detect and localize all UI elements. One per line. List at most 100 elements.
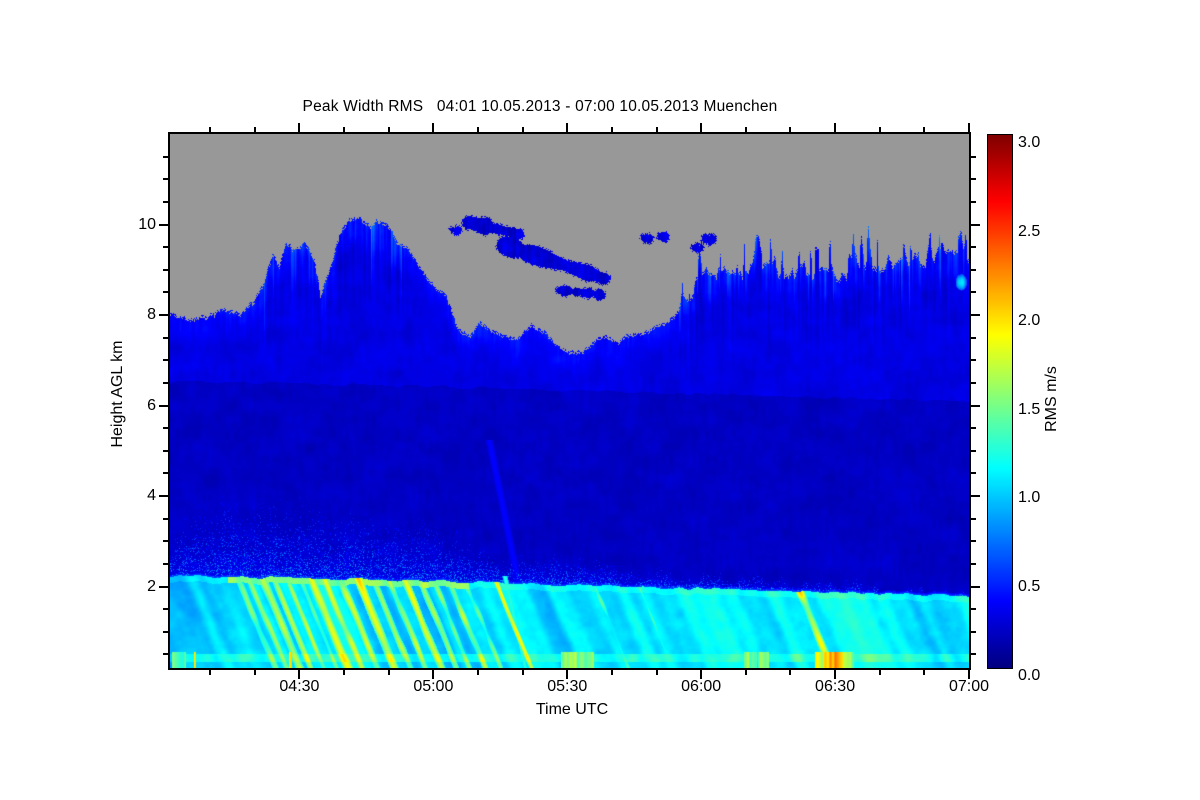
y-tick — [163, 268, 168, 271]
y-tick-right — [971, 381, 976, 384]
x-tick-top — [566, 123, 569, 132]
x-tick-top — [834, 123, 837, 132]
colorbar-tick-label: 2.5 — [1018, 222, 1041, 240]
colorbar-tick-label: 1.5 — [1018, 400, 1041, 418]
y-tick-right — [971, 608, 976, 611]
colorbar-tick-label: 1.0 — [1018, 489, 1041, 507]
y-tick-label: 10 — [138, 215, 156, 233]
y-tick-right — [971, 495, 980, 498]
x-tick — [476, 670, 479, 675]
y-tick-right — [971, 427, 976, 430]
y-tick-right — [971, 630, 976, 633]
colorbar-canvas — [988, 135, 1012, 668]
colorbar-tick-label: 0.0 — [1018, 667, 1041, 684]
y-tick — [163, 562, 168, 565]
y-tick-label: 8 — [147, 306, 156, 324]
y-tick-right — [971, 562, 976, 565]
y-axis-title: Height AGL km — [109, 340, 126, 448]
y-tick-right — [971, 155, 976, 158]
y-tick-right — [971, 314, 980, 317]
x-tick-top — [298, 123, 301, 132]
y-tick — [163, 517, 168, 520]
y-tick — [159, 223, 168, 226]
colorbar-tick-label: 2.0 — [1018, 311, 1041, 329]
x-tick-top — [878, 127, 881, 132]
x-tick-top — [923, 127, 926, 132]
x-tick-top — [387, 127, 390, 132]
y-tick — [159, 585, 168, 588]
x-tick-top — [343, 127, 346, 132]
y-tick-right — [971, 291, 976, 294]
y-tick — [159, 404, 168, 407]
y-tick-right — [971, 336, 976, 339]
x-axis-title: Time UTC — [535, 701, 609, 718]
x-tick — [700, 670, 703, 679]
y-tick — [163, 200, 168, 203]
x-tick-label: 05:00 — [413, 678, 454, 695]
y-tick — [159, 495, 168, 498]
y-tick-right — [971, 359, 976, 362]
colorbar-tick-label: 0.5 — [1018, 578, 1041, 596]
x-tick-top — [968, 123, 970, 132]
y-tick-right — [971, 223, 980, 226]
y-tick-right — [971, 472, 976, 475]
y-tick-right — [971, 246, 976, 249]
x-tick — [968, 670, 970, 679]
y-tick-right — [971, 585, 980, 588]
x-tick-top — [432, 123, 435, 132]
x-tick — [566, 670, 569, 679]
y-tick — [163, 540, 168, 543]
x-tick-top — [610, 127, 613, 132]
x-tick-label: 07:00 — [948, 678, 990, 695]
y-tick-right — [971, 268, 976, 271]
x-tick-label: 06:00 — [681, 678, 722, 695]
y-tick-right — [971, 653, 976, 656]
x-tick — [744, 670, 747, 675]
x-tick-top — [655, 127, 658, 132]
y-tick — [163, 178, 168, 181]
y-tick — [163, 246, 168, 249]
colorbar-title: RMS m/s — [1043, 366, 1060, 432]
x-tick — [387, 670, 390, 675]
x-tick-top — [476, 127, 479, 132]
x-tick-top — [700, 123, 703, 132]
x-tick-top — [521, 127, 524, 132]
y-tick — [159, 314, 168, 317]
x-tick — [834, 670, 837, 679]
y-tick-label: 4 — [147, 487, 156, 505]
y-tick-right — [971, 449, 976, 452]
y-tick — [163, 381, 168, 384]
y-tick — [163, 359, 168, 362]
x-tick-label: 06:30 — [815, 678, 856, 695]
y-tick-right — [971, 404, 980, 407]
y-tick-right — [971, 540, 976, 543]
x-tick — [253, 670, 256, 675]
y-tick — [163, 608, 168, 611]
chart-title: Peak Width RMS 04:01 10.05.2013 - 07:00 … — [302, 98, 778, 115]
x-tick — [878, 670, 881, 675]
y-tick — [163, 653, 168, 656]
x-tick-top — [744, 127, 747, 132]
x-tick-top — [253, 127, 256, 132]
x-tick-top — [209, 127, 212, 132]
y-tick-right — [971, 200, 976, 203]
x-tick — [343, 670, 346, 675]
x-tick — [521, 670, 524, 675]
x-tick — [298, 670, 301, 679]
y-tick — [163, 427, 168, 430]
y-tick-label: 6 — [147, 396, 156, 414]
y-tick — [163, 336, 168, 339]
y-tick — [163, 630, 168, 633]
x-tick — [432, 670, 435, 679]
colorbar-tick-label: 3.0 — [1018, 134, 1041, 151]
y-tick — [163, 449, 168, 452]
x-tick-top — [789, 127, 792, 132]
heatmap-canvas — [170, 134, 969, 668]
x-tick — [610, 670, 613, 675]
x-tick — [209, 670, 212, 675]
y-tick-right — [971, 178, 976, 181]
y-tick-label: 2 — [147, 577, 156, 595]
y-tick — [163, 155, 168, 158]
x-tick — [923, 670, 926, 675]
